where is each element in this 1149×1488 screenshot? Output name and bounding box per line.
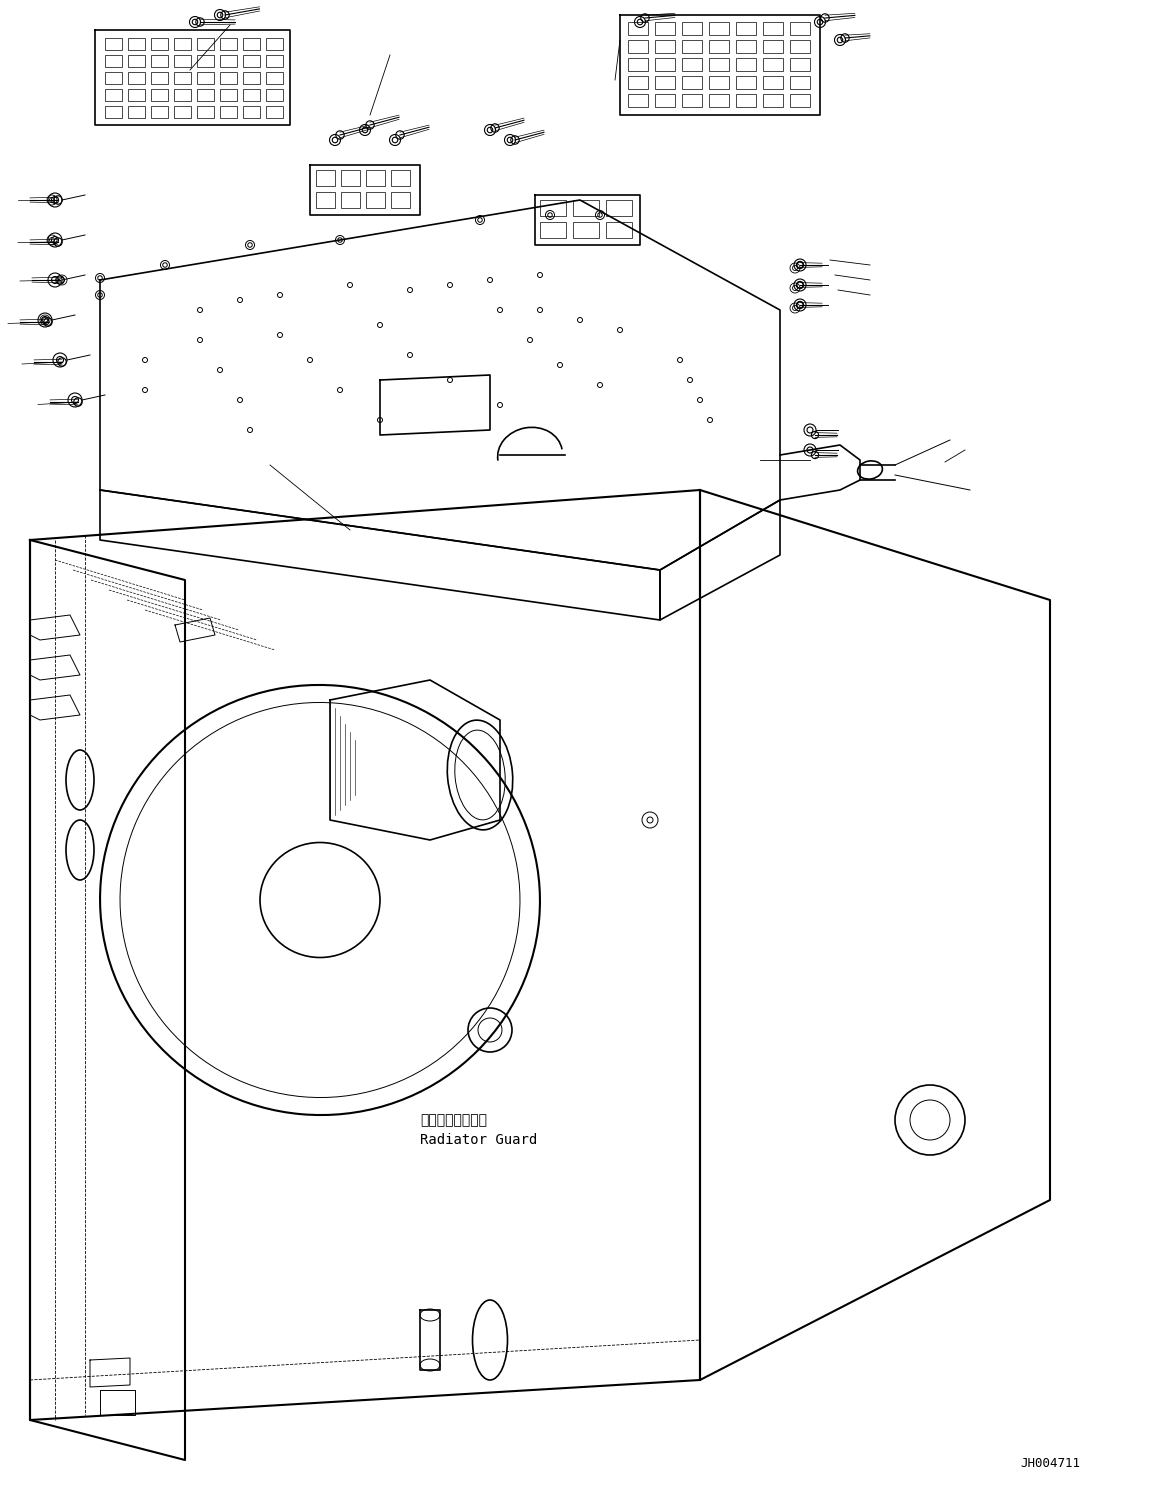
Bar [196,89,214,101]
Bar [128,89,145,101]
Bar [709,40,728,54]
Bar [128,71,145,83]
Bar [219,55,237,67]
Bar [105,39,122,51]
Bar [391,170,410,186]
Bar [683,94,702,107]
Bar [709,94,728,107]
Bar [763,22,782,36]
Bar [791,22,810,36]
Bar [391,192,410,208]
Bar [655,76,674,89]
Bar [629,94,648,107]
Bar [709,76,728,89]
Bar [242,89,260,101]
Bar [737,76,756,89]
Bar [791,76,810,89]
Bar [267,71,283,83]
Bar [540,199,566,216]
Bar [791,58,810,71]
Bar [173,55,191,67]
Bar [573,222,599,238]
Bar [709,58,728,71]
Bar [791,94,810,107]
Bar [105,89,122,101]
Bar [763,40,782,54]
Bar [341,192,360,208]
Bar [737,58,756,71]
Bar [128,39,145,51]
Bar [629,22,648,36]
Bar [242,106,260,118]
Bar [763,76,782,89]
Bar [683,40,702,54]
Bar [709,22,728,36]
Bar [242,55,260,67]
Text: Radiator Guard: Radiator Guard [421,1132,538,1147]
Bar [242,71,260,83]
Bar [151,106,168,118]
Bar [196,71,214,83]
Bar [151,89,168,101]
Bar [655,40,674,54]
Bar [173,89,191,101]
Bar [105,71,122,83]
Bar [737,94,756,107]
Bar [219,39,237,51]
Bar [316,170,336,186]
Bar [540,222,566,238]
Bar [791,40,810,54]
Bar [105,106,122,118]
Bar [683,58,702,71]
Bar [151,39,168,51]
Bar [105,55,122,67]
Bar [173,39,191,51]
Bar [267,55,283,67]
Bar [763,94,782,107]
Bar [683,76,702,89]
Bar [629,40,648,54]
Bar [367,192,385,208]
Bar [763,58,782,71]
Bar [151,55,168,67]
Bar [173,106,191,118]
Bar [316,192,336,208]
Bar [367,170,385,186]
Bar [196,106,214,118]
Bar [267,89,283,101]
Bar [196,55,214,67]
Bar [629,76,648,89]
Text: ラジエータガード: ラジエータガード [421,1113,487,1126]
Bar [151,71,168,83]
Bar [737,40,756,54]
Bar [267,39,283,51]
Bar [341,170,360,186]
Bar [737,22,756,36]
Bar [573,199,599,216]
Bar [196,39,214,51]
Bar [655,58,674,71]
Bar [173,71,191,83]
Bar [655,22,674,36]
Bar [606,199,632,216]
Bar [128,106,145,118]
Bar [219,89,237,101]
Bar [242,39,260,51]
Text: JH004711: JH004711 [1020,1457,1080,1470]
Bar [219,71,237,83]
Bar [267,106,283,118]
Bar [655,94,674,107]
Bar [128,55,145,67]
Bar [219,106,237,118]
Bar [606,222,632,238]
Bar [629,58,648,71]
Bar [683,22,702,36]
